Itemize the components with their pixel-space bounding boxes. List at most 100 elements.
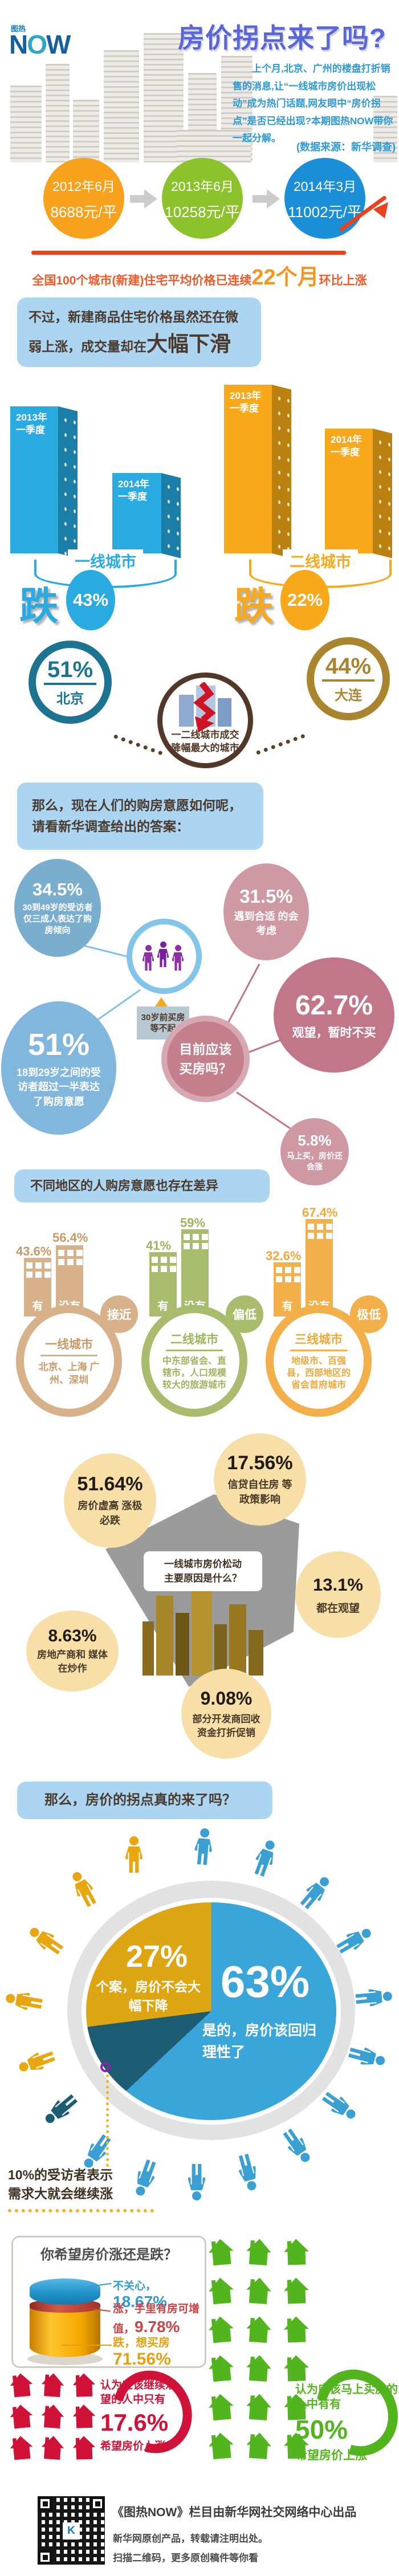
house-icon <box>70 2434 98 2461</box>
cylinder-gold-segment <box>30 2308 100 2357</box>
buy-line1: 认为应该马上买房的人中有有 <box>295 2383 398 2411</box>
gold-building <box>229 1604 246 1676</box>
qr-center-logo: K <box>63 2522 80 2540</box>
reason-pct: 13.1% <box>313 1574 363 1595</box>
dotted-connector <box>255 733 306 755</box>
house-icon <box>243 2275 274 2306</box>
house-icon <box>205 2314 237 2345</box>
house-icon <box>205 2430 237 2461</box>
tier1-label: 一线城市 <box>68 549 143 572</box>
bubble-consider: 31.5% 遇到合适 的会考虑 <box>223 863 309 960</box>
reason-question-box: 一线城市房价松动 主要原因是什么？ <box>144 1551 262 1591</box>
tier-cities: 北京、上海 广州、深圳 <box>38 1361 100 1385</box>
bar-2013-tier1: 2013年 一季度 <box>10 406 58 553</box>
drop-center-line1: 一二线城市成交 <box>171 729 239 741</box>
tier-name: 一线城市 <box>40 1335 97 1356</box>
note-body: 不过，新建商品住宅价格虽然还在微弱上涨，成交量却在 <box>28 309 238 354</box>
price-date: 2012年6月 <box>52 178 115 194</box>
qr-logo-letter: K <box>67 2525 75 2537</box>
tier-badge: 接近 <box>100 1295 138 1333</box>
bubble-pct: 51% <box>27 1028 90 1062</box>
person-icon <box>5 1989 44 2012</box>
wish-red-text: 涨，手里有房可增值， <box>113 2303 200 2335</box>
wish-title: 你希望房价涨还是跌？ <box>40 2247 177 2263</box>
person-icon <box>67 1869 100 1910</box>
skyline-building <box>177 130 251 162</box>
price-value: 11002元/平 <box>288 203 362 221</box>
qr-code: K <box>38 2496 105 2565</box>
bubble-buy-now: 5.8% 马上买，房价还会涨 <box>280 1118 349 1185</box>
logo: 图热 NOW <box>9 23 71 58</box>
skyline-building <box>46 64 70 162</box>
fall-char-tier2: 跌 <box>234 585 274 628</box>
person-icon <box>251 1838 280 1879</box>
regional-group-tier1: 43.6% 56.4% 有 没有 一线城市 北京、上海 广州、深圳 接近 <box>16 1205 139 1417</box>
price-date: 2014年3月 <box>294 178 356 194</box>
caption-pre: 全国100个城市(新建)住宅平均价格已连续 <box>32 274 252 287</box>
price-value: 10258元/平 <box>165 203 240 221</box>
dotted-connector <box>113 734 163 756</box>
house-icon <box>38 2434 67 2461</box>
skyline-building <box>104 50 139 162</box>
person-icon <box>193 1828 214 1866</box>
bubble-pct: 31.5% <box>239 885 293 907</box>
reason-q-line1: 一线城市房价松动 <box>164 1558 242 1570</box>
people-group <box>141 941 187 971</box>
house-icon <box>7 2402 36 2430</box>
building-shape <box>218 698 231 727</box>
no-bar: 没有 <box>306 1219 333 1316</box>
house-icon <box>281 2237 312 2267</box>
people-circle <box>127 919 202 994</box>
person-icon <box>354 1987 393 2008</box>
beijing-name: 北京 <box>56 691 84 707</box>
window-pattern <box>152 1257 158 1263</box>
logo-small-text: 图热 <box>11 25 26 33</box>
window-pattern <box>308 1224 314 1230</box>
question-box-1: 那么，现在人们的购房意愿如何呢，请看新华调查给出的答案： <box>17 782 263 850</box>
price-date: 2013年6月 <box>171 178 234 194</box>
data-source: (数据来源：新华调查) <box>296 141 396 153</box>
observe-line1: 认为应该继续观望的人中只有 <box>100 2379 177 2406</box>
center-question-circle: 目前应该 买房吗？ <box>161 1016 250 1102</box>
price-value: 8688元/平 <box>50 203 117 221</box>
reason-desc: 房地产商和 媒体在炒作 <box>37 1649 108 1674</box>
skyline-building <box>73 100 99 162</box>
observe-line2: 希望房价上涨 <box>100 2440 166 2453</box>
reason-pct: 8.63% <box>48 1627 97 1646</box>
person-icon <box>41 2090 81 2127</box>
buy-line2: 希望房价上涨 <box>295 2449 367 2462</box>
wish-gold-text: 跌，想买房 <box>113 2337 170 2349</box>
reason-desc: 房价虚高 涨极必跌 <box>78 1500 142 1526</box>
pie-27-pct: 27% <box>125 1939 188 1974</box>
no-pct: 59% <box>180 1216 206 1230</box>
house-icon <box>243 2430 274 2461</box>
yes-pct: 43.6% <box>16 1244 52 1258</box>
turning-pie-chart <box>82 1898 341 2125</box>
house-icon <box>38 2402 67 2430</box>
yes-pct: 41% <box>146 1238 172 1253</box>
house-icon <box>7 2371 36 2399</box>
person-icon <box>125 1836 142 1874</box>
reason-circle-5: 9.08% 部分开发商回收 资金打折促销 <box>181 1669 271 1759</box>
qr-finder-icon <box>90 2496 105 2511</box>
drop-center-circle: 一二线城市成交 降幅最大的城市 <box>157 672 253 768</box>
beijing-pct: 51% <box>43 657 97 685</box>
price-circle-2014: 2014年3月 11002元/平 <box>284 158 365 239</box>
wish-red-pct: 9.78% <box>135 2317 180 2335</box>
note10-line2: 需求大就会继续涨 <box>8 2186 113 2202</box>
connector-line <box>236 1091 292 1130</box>
caption-post: 环比上涨 <box>319 274 367 287</box>
tier-name: 二线城市 <box>166 1330 223 1352</box>
tier-cities: 中东部省会、直辖市，人口规模较大的旅游城市 <box>162 1356 226 1390</box>
bar-2014-tier1: 2014年 一季度 <box>112 473 161 553</box>
dotted-leader-line <box>106 2074 109 2167</box>
reason-pct: 51.64% <box>77 1473 143 1495</box>
house-icon <box>38 2371 67 2398</box>
wish-gold-pct: 71.56% <box>113 2350 171 2369</box>
note10-text: 10%的受访者表示 需求大就会继续涨 <box>8 2166 154 2204</box>
window-pattern <box>276 1267 282 1273</box>
wish-red-label: 涨，手里有房可增值，9.78% <box>113 2302 204 2337</box>
house-icon <box>281 2276 312 2305</box>
caption-highlight: 22个月 <box>251 266 319 290</box>
